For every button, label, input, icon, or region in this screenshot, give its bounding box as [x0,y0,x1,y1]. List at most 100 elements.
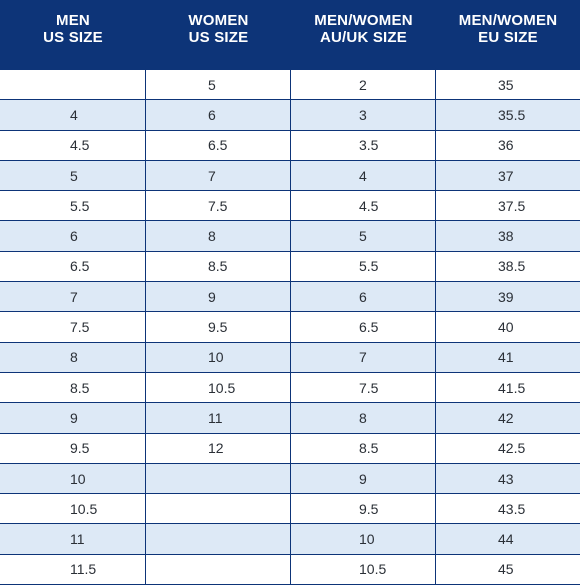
header-au-uk: MEN/WOMEN AU/UK SIZE [291,0,436,70]
women-us-cell: 11 [146,403,291,433]
au-uk-cell: 9 [291,463,436,494]
header-au-uk-line2: AU/UK SIZE [319,29,407,46]
table-header: MEN US SIZE WOMEN US SIZE MEN/WOMEN AU/U… [0,0,580,70]
table-row: 5 7 4 37 [0,160,580,192]
men-us-cell: 7 [0,282,146,312]
header-au-uk-line1: MEN/WOMEN [314,12,413,29]
eu-cell: 36 [498,137,514,154]
au-uk-cell: 6.5 [291,312,436,342]
eu-cell: 41 [498,349,514,366]
eu-cell: 39 [498,288,514,305]
eu-cell: 43.5 [498,500,526,517]
au-uk-cell: 7.5 [291,372,436,403]
men-us-cell: 4.5 [0,130,146,160]
eu-cell: 42 [498,409,514,426]
women-us-cell: 12 [146,433,291,463]
table-row: 10 9 43 [0,463,580,495]
eu-cell: 38 [498,228,514,245]
eu-cell: 37.5 [498,197,526,214]
men-us-cell: 10 [0,463,146,494]
eu-cell: 45 [498,561,514,578]
eu-cell: 35.5 [498,106,526,123]
au-uk-cell: 8.5 [291,433,436,463]
header-men-us-line2: US SIZE [43,29,103,46]
header-women-us-line1: WOMEN [188,12,249,29]
women-us-cell [146,554,291,585]
men-us-cell: 8 [0,342,146,372]
men-us-cell: 4 [0,100,146,130]
men-us-cell: 6 [0,221,146,251]
au-uk-cell: 10 [291,524,436,554]
women-us-cell [146,463,291,494]
men-us-cell: 9 [0,403,146,433]
women-us-cell: 6.5 [146,130,291,160]
women-us-cell: 9.5 [146,312,291,342]
table-row: 11.5 10.5 45 [0,554,580,585]
table-row: 7.5 9.5 6.5 40 [0,312,580,343]
au-uk-cell: 5 [291,221,436,251]
men-us-cell: 5.5 [0,191,146,221]
eu-cell: 43 [498,470,514,487]
au-uk-cell: 9.5 [291,494,436,524]
women-us-cell: 10 [146,342,291,372]
women-us-cell: 6 [146,100,291,130]
au-uk-cell: 8 [291,403,436,433]
men-us-cell: 11 [0,524,146,554]
women-us-cell [146,494,291,524]
au-uk-cell: 2 [291,70,436,100]
table-row: 8 10 7 41 [0,342,580,373]
au-uk-cell: 5.5 [291,251,436,282]
header-men-us: MEN US SIZE [0,0,146,70]
table-row: 6 8 5 38 [0,221,580,252]
header-eu: MEN/WOMEN EU SIZE [436,0,580,70]
men-us-cell: 8.5 [0,372,146,403]
eu-cell: 42.5 [498,440,526,457]
women-us-cell: 5 [146,70,291,100]
table-row: 5.5 7.5 4.5 37.5 [0,191,580,222]
eu-cell: 40 [498,319,514,336]
table-row: 9.5 12 8.5 42.5 [0,433,580,464]
au-uk-cell: 6 [291,282,436,312]
men-us-cell: 9.5 [0,433,146,463]
header-men-us-line1: MEN [56,12,90,29]
men-us-cell [0,70,146,100]
men-us-cell: 5 [0,160,146,191]
men-us-cell: 7.5 [0,312,146,342]
women-us-cell: 8 [146,221,291,251]
women-us-cell: 7 [146,160,291,191]
eu-cell: 37 [498,167,514,184]
table-row: 10.5 9.5 43.5 [0,494,580,525]
eu-cell: 35 [498,76,514,93]
women-us-cell: 8.5 [146,251,291,282]
au-uk-cell: 4 [291,160,436,191]
eu-cell: 38.5 [498,258,526,275]
au-uk-cell: 3.5 [291,130,436,160]
men-us-cell: 6.5 [0,251,146,282]
women-us-cell: 9 [146,282,291,312]
au-uk-cell: 3 [291,100,436,130]
women-us-cell: 10.5 [146,372,291,403]
table-row: 7 9 6 39 [0,282,580,313]
table-row: 9 11 8 42 [0,403,580,434]
table-row: 8.5 10.5 7.5 41.5 [0,372,580,404]
table-row: 11 10 44 [0,524,580,555]
eu-cell: 41.5 [498,379,526,396]
header-women-us: WOMEN US SIZE [146,0,291,70]
au-uk-cell: 10.5 [291,554,436,585]
header-women-us-line2: US SIZE [188,29,249,46]
table-row: 4 6 3 35.5 [0,100,580,131]
au-uk-cell: 4.5 [291,191,436,221]
table-row: 4.5 6.5 3.5 36 [0,130,580,161]
header-eu-line2: EU SIZE [478,29,538,46]
header-eu-line1: MEN/WOMEN [458,12,558,29]
women-us-cell: 7.5 [146,191,291,221]
table-body: 5 2 35 4 6 3 35.5 4.5 6.5 3.5 36 5 7 4 3… [0,70,580,585]
au-uk-cell: 7 [291,342,436,372]
men-us-cell: 10.5 [0,494,146,524]
table-row: 5 2 35 [0,70,580,101]
women-us-cell [146,524,291,554]
men-us-cell: 11.5 [0,554,146,585]
table-row: 6.5 8.5 5.5 38.5 [0,251,580,283]
eu-cell: 44 [498,531,514,548]
